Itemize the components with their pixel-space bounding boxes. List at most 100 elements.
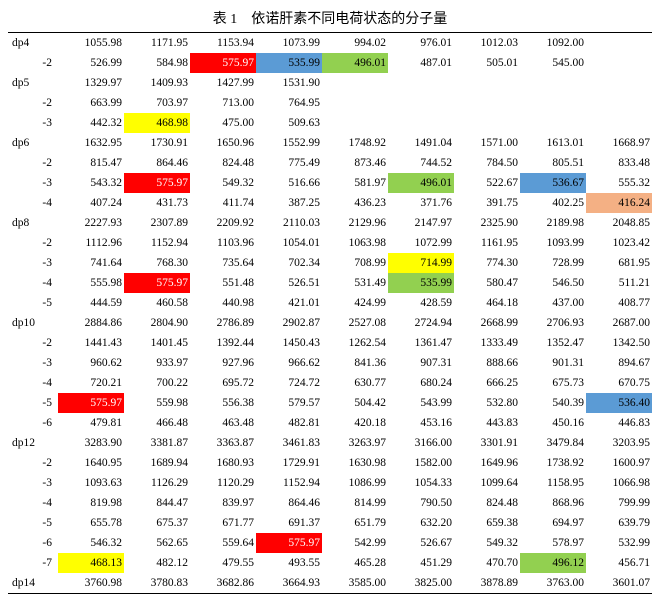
cell-value: 1689.94 — [124, 453, 190, 473]
cell-value: 681.95 — [586, 253, 652, 273]
cell-value — [586, 53, 652, 73]
cell-value: 3878.89 — [454, 573, 520, 594]
cell-value: 3301.91 — [454, 433, 520, 453]
cell-value: 424.99 — [322, 293, 388, 313]
cell-value: 768.30 — [124, 253, 190, 273]
cell-value: 1099.64 — [454, 473, 520, 493]
row-label: -5 — [8, 393, 58, 413]
cell-value: 536.40 — [586, 393, 652, 413]
cell-value: 651.79 — [322, 513, 388, 533]
cell-value: 741.64 — [58, 253, 124, 273]
cell-value: 451.29 — [388, 553, 454, 573]
cell-value: 420.18 — [322, 413, 388, 433]
cell-value — [586, 33, 652, 54]
cell-value: 371.76 — [388, 193, 454, 213]
cell-value: 1055.98 — [58, 33, 124, 54]
cell-value — [520, 93, 586, 113]
cell-value: 546.32 — [58, 533, 124, 553]
cell-value: 868.96 — [520, 493, 586, 513]
cell-value: 1427.99 — [190, 73, 256, 93]
cell-value: 440.98 — [190, 293, 256, 313]
row-label: -7 — [8, 553, 58, 573]
cell-value: 864.46 — [124, 153, 190, 173]
cell-value: 487.01 — [388, 53, 454, 73]
row-label: -6 — [8, 413, 58, 433]
cell-value: 724.72 — [256, 373, 322, 393]
row-label: -5 — [8, 513, 58, 533]
cell-value: 1571.00 — [454, 133, 520, 153]
cell-value: 535.99 — [256, 53, 322, 73]
cell-value: 468.98 — [124, 113, 190, 133]
row-label: -4 — [8, 193, 58, 213]
cell-value: 416.24 — [586, 193, 652, 213]
cell-value: 443.83 — [454, 413, 520, 433]
cell-value — [388, 113, 454, 133]
cell-value: 1054.33 — [388, 473, 454, 493]
cell-value: 562.65 — [124, 533, 190, 553]
cell-value: 1613.01 — [520, 133, 586, 153]
cell-value: 1152.94 — [124, 233, 190, 253]
cell-value: 775.49 — [256, 153, 322, 173]
cell-value: 575.97 — [190, 53, 256, 73]
cell-value: 805.51 — [520, 153, 586, 173]
cell-value: 630.77 — [322, 373, 388, 393]
cell-value — [454, 93, 520, 113]
cell-value: 549.32 — [190, 173, 256, 193]
cell-value: 555.32 — [586, 173, 652, 193]
cell-value: 713.00 — [190, 93, 256, 113]
cell-value: 675.73 — [520, 373, 586, 393]
cell-value: 1582.00 — [388, 453, 454, 473]
cell-value: 1441.43 — [58, 333, 124, 353]
cell-value: 479.55 — [190, 553, 256, 573]
cell-value: 873.46 — [322, 153, 388, 173]
cell-value: 3682.86 — [190, 573, 256, 594]
cell-value: 402.25 — [520, 193, 586, 213]
cell-value: 543.32 — [58, 173, 124, 193]
cell-value: 546.50 — [520, 273, 586, 293]
cell-value: 1392.44 — [190, 333, 256, 353]
cell-value: 1066.98 — [586, 473, 652, 493]
cell-value: 3263.97 — [322, 433, 388, 453]
cell-value: 2668.99 — [454, 313, 520, 333]
cell-value: 894.67 — [586, 353, 652, 373]
row-label: dp10 — [8, 313, 58, 333]
cell-value: 536.67 — [520, 173, 586, 193]
cell-value: 1153.94 — [190, 33, 256, 54]
cell-value: 639.79 — [586, 513, 652, 533]
cell-value: 3381.87 — [124, 433, 190, 453]
row-label: dp6 — [8, 133, 58, 153]
cell-value: 575.97 — [124, 273, 190, 293]
row-label: -6 — [8, 533, 58, 553]
cell-value — [322, 113, 388, 133]
cell-value: 3461.83 — [256, 433, 322, 453]
cell-value: 1650.96 — [190, 133, 256, 153]
cell-value: 437.00 — [520, 293, 586, 313]
cell-value: 579.57 — [256, 393, 322, 413]
cell-value: 764.95 — [256, 93, 322, 113]
cell-value: 1450.43 — [256, 333, 322, 353]
row-label: -2 — [8, 53, 58, 73]
cell-value: 691.37 — [256, 513, 322, 533]
cell-value: 1262.54 — [322, 333, 388, 353]
cell-value: 2706.93 — [520, 313, 586, 333]
cell-value: 1361.47 — [388, 333, 454, 353]
cell-value: 496.01 — [322, 53, 388, 73]
cell-value: 551.48 — [190, 273, 256, 293]
cell-value: 482.12 — [124, 553, 190, 573]
cell-value: 1086.99 — [322, 473, 388, 493]
cell-value — [520, 113, 586, 133]
cell-value: 540.39 — [520, 393, 586, 413]
cell-value — [586, 93, 652, 113]
cell-value: 479.81 — [58, 413, 124, 433]
cell-value: 475.00 — [190, 113, 256, 133]
cell-value: 1126.29 — [124, 473, 190, 493]
cell-value — [520, 73, 586, 93]
cell-value: 559.98 — [124, 393, 190, 413]
cell-value: 2209.92 — [190, 213, 256, 233]
cell-value: 1112.96 — [58, 233, 124, 253]
cell-value: 1600.97 — [586, 453, 652, 473]
cell-value: 509.63 — [256, 113, 322, 133]
cell-value: 545.00 — [520, 53, 586, 73]
cell-value: 1152.94 — [256, 473, 322, 493]
cell-value: 559.64 — [190, 533, 256, 553]
